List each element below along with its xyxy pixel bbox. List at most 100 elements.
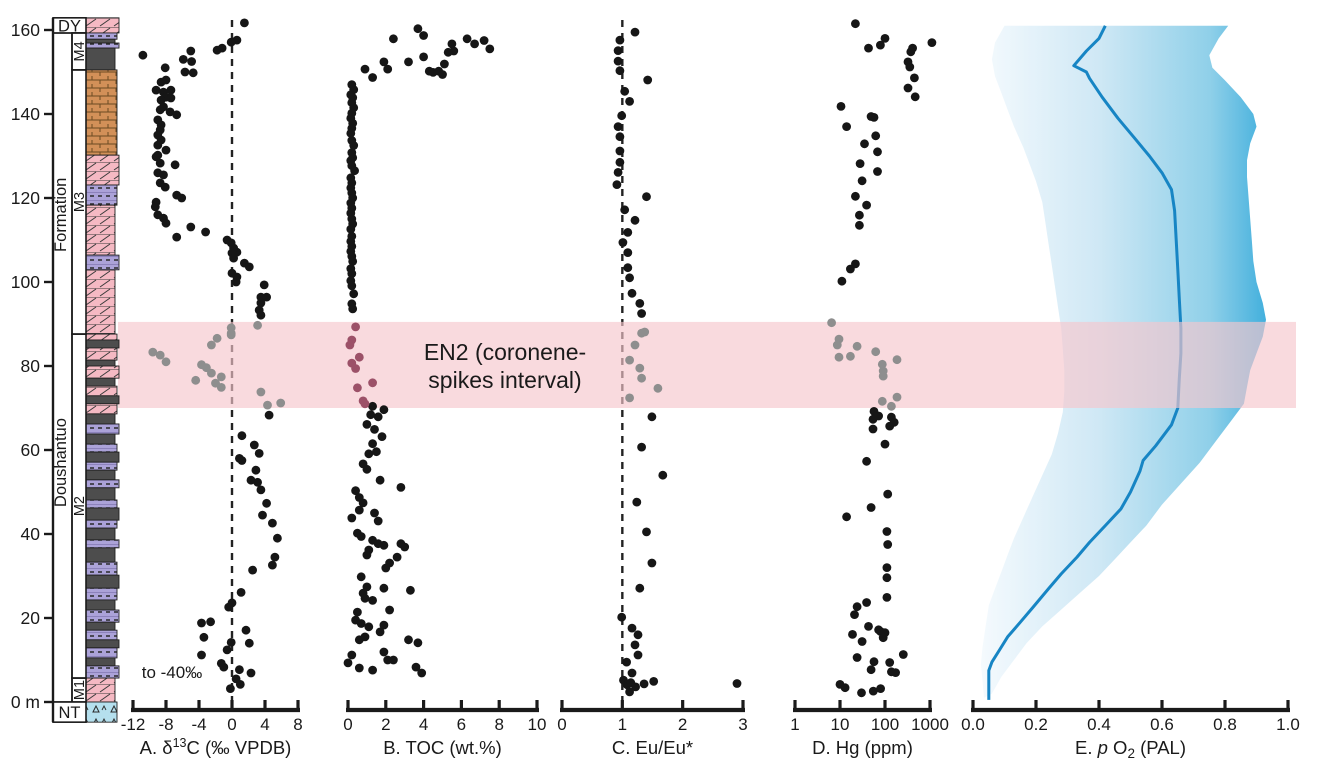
data-point-en2-gray bbox=[253, 320, 262, 330]
data-point bbox=[615, 157, 625, 167]
panel-c-title: C. Eu/Eu* bbox=[612, 737, 693, 758]
lith-unit-purple bbox=[85, 587, 118, 601]
data-point bbox=[370, 425, 379, 434]
data-point bbox=[155, 158, 165, 168]
axis-tick-label: 6 bbox=[457, 715, 466, 734]
data-point bbox=[217, 43, 227, 53]
lith-unit-pink bbox=[85, 365, 120, 379]
data-point bbox=[362, 464, 372, 474]
data-point bbox=[631, 682, 640, 692]
lith-unit-dark bbox=[85, 433, 116, 445]
data-point bbox=[249, 440, 259, 450]
data-point bbox=[613, 46, 623, 55]
data-point bbox=[876, 684, 885, 693]
data-point bbox=[166, 85, 176, 95]
axis-tick-label: 1000 bbox=[911, 715, 949, 734]
data-point-en2-gray bbox=[878, 371, 888, 381]
data-point-en2-gray bbox=[263, 400, 272, 410]
data-point bbox=[852, 602, 862, 612]
data-point bbox=[627, 623, 637, 633]
data-point bbox=[732, 679, 742, 688]
data-point bbox=[850, 610, 859, 619]
data-point bbox=[637, 309, 646, 318]
data-point bbox=[868, 686, 878, 696]
data-point bbox=[379, 405, 389, 415]
data-point bbox=[256, 310, 266, 320]
lith-unit-dark bbox=[85, 413, 116, 425]
data-point bbox=[237, 456, 247, 465]
data-point bbox=[623, 248, 633, 257]
data-point bbox=[623, 263, 633, 273]
lith-unit-dark bbox=[85, 574, 120, 589]
lith-unit-purple bbox=[85, 32, 118, 40]
data-point-en2-gray bbox=[226, 330, 236, 340]
data-point bbox=[241, 625, 251, 635]
formation-label: Formation bbox=[52, 178, 70, 252]
data-point bbox=[842, 122, 851, 131]
data-point bbox=[379, 620, 389, 630]
formation-cell bbox=[52, 32, 73, 703]
data-point-en2-gray bbox=[892, 392, 902, 402]
data-point bbox=[876, 40, 885, 50]
axis-tick-label: 1 bbox=[790, 715, 799, 734]
data-point-en2-gray bbox=[191, 375, 201, 385]
lith-unit-purple bbox=[85, 184, 118, 206]
axis-tick-label: 100 bbox=[871, 715, 899, 734]
data-point bbox=[623, 228, 633, 237]
axis-tick-label: 4 bbox=[419, 715, 428, 734]
axis-tick-label: 8 bbox=[494, 715, 503, 734]
data-point bbox=[622, 657, 631, 667]
data-point bbox=[440, 59, 449, 69]
data-point bbox=[438, 70, 447, 79]
data-point bbox=[848, 630, 857, 639]
data-point bbox=[404, 635, 413, 645]
data-point bbox=[349, 289, 359, 299]
data-point bbox=[882, 573, 892, 583]
panel-d-title: D. Hg (ppm) bbox=[812, 737, 913, 758]
data-point bbox=[366, 410, 376, 420]
data-point bbox=[178, 55, 188, 64]
data-point bbox=[356, 572, 366, 582]
data-point bbox=[413, 638, 423, 648]
data-point bbox=[413, 24, 423, 34]
data-point bbox=[625, 687, 634, 697]
data-point bbox=[620, 86, 630, 96]
data-point bbox=[392, 552, 402, 562]
data-point bbox=[379, 583, 389, 593]
data-point bbox=[625, 97, 634, 106]
data-point bbox=[658, 470, 668, 480]
axis-tick-label: 1.0 bbox=[1276, 715, 1300, 734]
data-point bbox=[187, 57, 197, 66]
lith-unit-purple bbox=[85, 519, 118, 529]
axis-tick-label: 0.6 bbox=[1150, 715, 1174, 734]
data-point bbox=[197, 650, 206, 660]
lith-unit-dark bbox=[85, 469, 116, 481]
data-point bbox=[373, 516, 383, 526]
lith-unit-pink bbox=[85, 333, 118, 341]
data-point bbox=[389, 34, 398, 44]
data-point bbox=[883, 489, 893, 499]
data-point bbox=[235, 665, 244, 675]
data-point bbox=[846, 264, 855, 274]
data-point bbox=[201, 227, 211, 237]
axis-tick-label: -4 bbox=[191, 715, 206, 734]
data-point bbox=[368, 596, 377, 605]
data-point bbox=[617, 111, 627, 121]
data-point bbox=[231, 277, 241, 287]
data-point bbox=[615, 146, 625, 156]
depth-tick-label: 60 bbox=[21, 440, 41, 460]
data-point bbox=[871, 131, 881, 141]
data-point bbox=[837, 276, 847, 286]
data-point bbox=[177, 193, 187, 203]
data-point bbox=[373, 412, 383, 422]
depth-tick-label: 100 bbox=[11, 272, 40, 292]
data-point bbox=[633, 650, 643, 660]
data-point bbox=[172, 232, 182, 242]
data-point-en2-gray bbox=[877, 359, 887, 369]
data-point bbox=[368, 665, 377, 675]
data-point bbox=[632, 497, 642, 507]
data-point-en2-maroon bbox=[351, 322, 360, 332]
data-point bbox=[160, 63, 170, 73]
data-point bbox=[389, 655, 398, 665]
